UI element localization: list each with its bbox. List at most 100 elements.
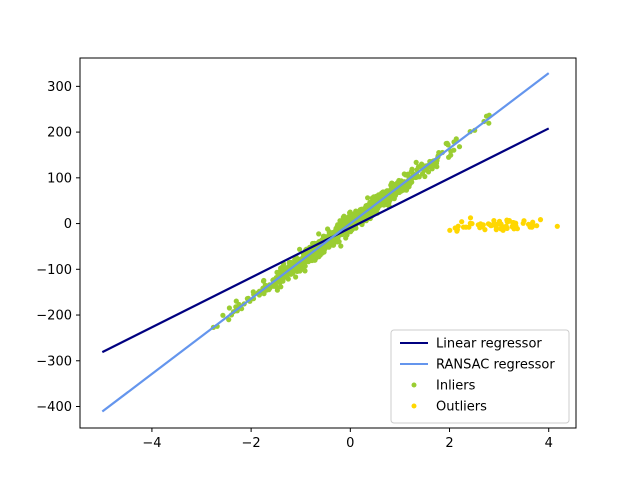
linear-regressor-line xyxy=(101,127,550,354)
inlier-point xyxy=(302,268,308,274)
inlier-point xyxy=(456,144,463,150)
inlier-point xyxy=(448,152,454,158)
outlier-point xyxy=(475,222,481,228)
inlier-point xyxy=(277,279,283,285)
inlier-point xyxy=(288,259,294,265)
inlier-point xyxy=(392,192,399,198)
outlier-point xyxy=(460,224,467,230)
inlier-point xyxy=(445,142,451,148)
outlier-points xyxy=(447,215,560,234)
outlier-point xyxy=(491,218,497,224)
outlier-point xyxy=(503,223,509,230)
inlier-point xyxy=(379,190,385,196)
y-tick-label: −200 xyxy=(36,309,72,324)
inlier-point xyxy=(335,223,341,229)
legend-inliers-label: Inliers xyxy=(436,379,476,394)
x-tick-label: −2 xyxy=(242,436,261,451)
plot-area xyxy=(101,72,560,413)
outlier-point xyxy=(554,223,560,229)
y-tick-label: −100 xyxy=(36,263,72,278)
y-tick-label: 300 xyxy=(47,80,72,95)
inlier-point xyxy=(297,246,303,252)
inlier-point xyxy=(220,312,226,318)
outlier-point xyxy=(498,222,504,228)
inlier-point xyxy=(330,240,336,247)
x-tick-label: 4 xyxy=(545,436,553,451)
axes-frame xyxy=(79,57,577,429)
legend-outliers-marker xyxy=(411,403,417,409)
inlier-point xyxy=(453,136,459,142)
inlier-point xyxy=(277,268,284,274)
legend: Linear regressor RANSAC regressor Inlier… xyxy=(390,329,570,424)
outlier-point xyxy=(482,227,488,233)
inlier-point xyxy=(250,289,256,295)
inlier-point xyxy=(326,244,332,250)
y-tick-label: 0 xyxy=(64,217,72,232)
inlier-point xyxy=(261,291,267,297)
inlier-point xyxy=(316,231,322,237)
inlier-point xyxy=(419,171,426,177)
x-axis: −4 −2 0 2 4 xyxy=(142,428,553,451)
inlier-point xyxy=(337,218,343,224)
outlier-point xyxy=(459,219,465,225)
x-tick-label: 2 xyxy=(445,436,453,451)
y-tick-label: −400 xyxy=(36,400,72,415)
y-tick-label: −300 xyxy=(36,354,72,369)
legend-ransac-label: RANSAC regressor xyxy=(436,358,555,373)
inlier-point xyxy=(297,268,303,274)
inlier-point xyxy=(409,169,415,175)
inlier-point xyxy=(319,250,325,256)
inlier-point xyxy=(483,113,490,119)
inlier-point xyxy=(293,274,299,280)
inlier-point xyxy=(353,212,360,218)
inlier-point xyxy=(314,251,320,257)
outlier-point xyxy=(505,219,511,225)
inlier-point xyxy=(389,180,395,186)
outlier-point xyxy=(537,217,544,223)
inlier-point xyxy=(340,214,346,220)
outlier-point xyxy=(493,225,499,231)
outlier-point xyxy=(469,221,475,227)
outlier-point xyxy=(480,222,486,228)
inlier-point xyxy=(398,187,405,193)
inlier-point xyxy=(365,195,371,201)
legend-linear-label: Linear regressor xyxy=(436,337,542,352)
x-tick-label: 0 xyxy=(346,436,354,451)
inlier-point xyxy=(302,263,308,269)
outlier-point xyxy=(447,227,453,233)
outlier-point xyxy=(530,223,536,229)
inlier-point xyxy=(329,230,335,236)
inlier-point xyxy=(448,148,454,154)
inlier-point xyxy=(486,120,492,126)
outlier-point xyxy=(490,222,496,228)
inlier-point xyxy=(338,243,344,249)
outlier-point xyxy=(511,226,517,232)
y-tick-label: 100 xyxy=(47,171,72,186)
inlier-point xyxy=(226,317,232,323)
inlier-point xyxy=(344,218,350,224)
inlier-point xyxy=(305,259,311,265)
inlier-point xyxy=(279,264,286,270)
inlier-point xyxy=(413,159,419,165)
legend-outliers-label: Outliers xyxy=(436,400,487,415)
inlier-point xyxy=(260,278,267,284)
y-axis: −400 −300 −200 −100 0 100 200 300 xyxy=(36,80,80,415)
outlier-point xyxy=(467,215,474,221)
inlier-point xyxy=(226,305,232,311)
inlier-points xyxy=(210,112,492,330)
outlier-point xyxy=(520,220,526,226)
outlier-point xyxy=(454,227,460,233)
inlier-point xyxy=(344,232,350,238)
inlier-point xyxy=(403,172,409,178)
inlier-point xyxy=(310,256,316,262)
inlier-point xyxy=(371,208,377,214)
inlier-point xyxy=(403,186,409,192)
inlier-point xyxy=(398,178,404,184)
inlier-point xyxy=(274,287,280,293)
ransac-regressor-line xyxy=(101,72,550,413)
x-tick-label: −4 xyxy=(142,436,161,451)
legend-inliers-marker xyxy=(411,382,417,388)
inlier-point xyxy=(427,164,434,170)
regression-lines xyxy=(101,72,550,413)
